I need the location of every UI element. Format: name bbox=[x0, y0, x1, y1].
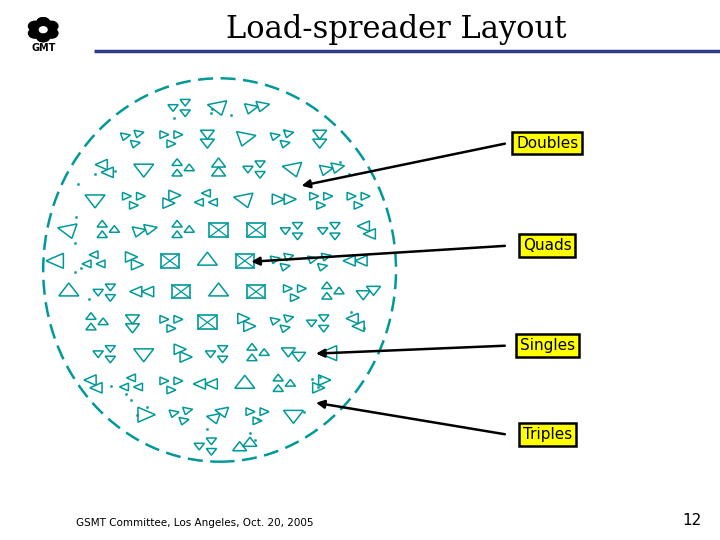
Text: Doubles: Doubles bbox=[516, 136, 578, 151]
Circle shape bbox=[37, 32, 50, 42]
Text: GSMT Committee, Los Angeles, Oct. 20, 2005: GSMT Committee, Los Angeles, Oct. 20, 20… bbox=[76, 518, 313, 528]
Circle shape bbox=[37, 18, 50, 28]
Circle shape bbox=[40, 27, 47, 32]
Circle shape bbox=[45, 21, 58, 31]
Bar bbox=[172, 285, 190, 299]
Bar bbox=[247, 223, 265, 237]
Text: Load-spreader Layout: Load-spreader Layout bbox=[226, 14, 566, 45]
Bar bbox=[210, 223, 228, 237]
Circle shape bbox=[37, 32, 50, 42]
Bar bbox=[198, 315, 217, 329]
Circle shape bbox=[29, 29, 42, 38]
Text: Quads: Quads bbox=[523, 238, 572, 253]
Text: Triples: Triples bbox=[523, 427, 572, 442]
Text: GMT: GMT bbox=[31, 43, 55, 53]
Circle shape bbox=[37, 18, 50, 28]
Text: Singles: Singles bbox=[520, 338, 575, 353]
Text: 12: 12 bbox=[683, 513, 702, 528]
Bar bbox=[247, 285, 265, 299]
Circle shape bbox=[29, 21, 42, 31]
Bar bbox=[161, 254, 179, 268]
Circle shape bbox=[36, 24, 50, 35]
Bar bbox=[235, 254, 254, 268]
Circle shape bbox=[45, 29, 58, 38]
